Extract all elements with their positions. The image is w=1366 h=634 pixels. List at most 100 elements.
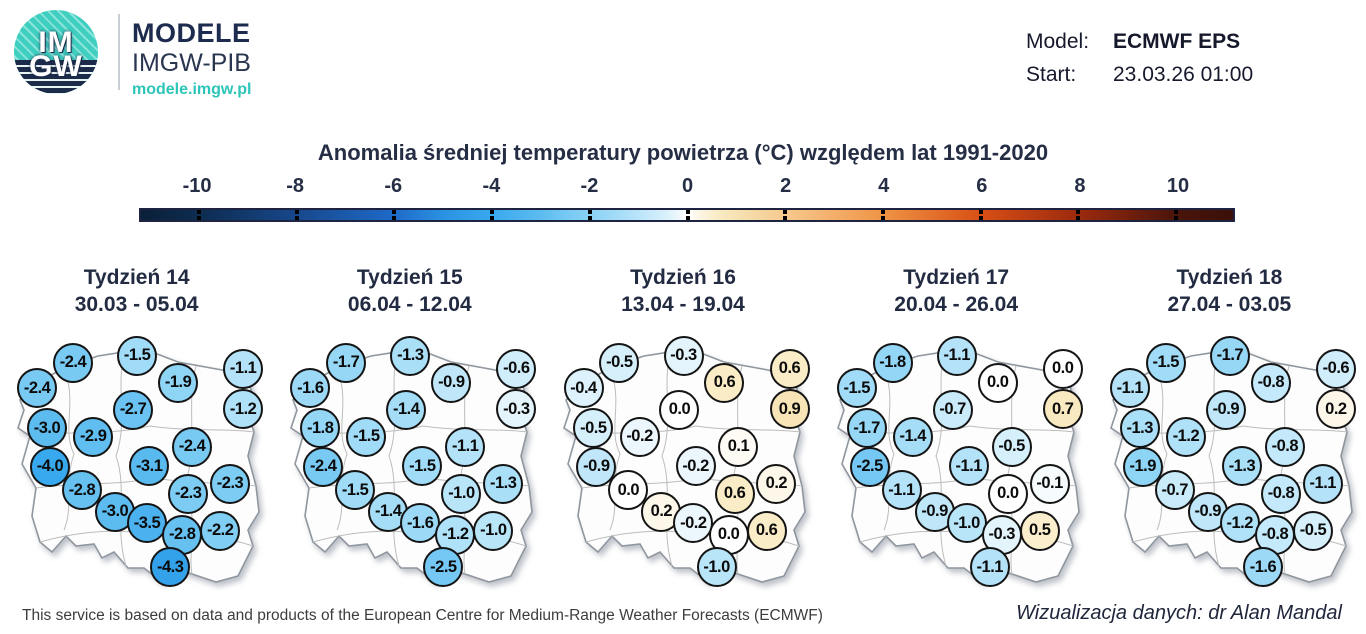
anomaly-value-circle: 0.0 — [987, 473, 1028, 514]
colorbar-tick-mark — [392, 210, 397, 214]
anomaly-value-circle: -1.7 — [326, 342, 367, 383]
week-label: Tydzień 15 — [356, 266, 463, 289]
colorbar-tick-label: 8 — [1074, 175, 1086, 197]
anomaly-value-circle: -1.2 — [1219, 503, 1260, 544]
anomaly-value-circle: -1.0 — [473, 510, 514, 551]
anomaly-value-circle: 0.6 — [769, 348, 810, 389]
logo-divider — [118, 14, 120, 90]
anomaly-value-circle: -3.0 — [26, 408, 67, 448]
anomaly-value-circle: -4.3 — [150, 547, 191, 588]
anomaly-value-circle: 0.6 — [714, 473, 755, 514]
week-date-range: 27.04 - 03.05 — [1167, 293, 1292, 316]
anomaly-value-circle: -1.7 — [846, 408, 887, 448]
brand-subtitle: IMGW-PIB — [132, 49, 251, 77]
anomaly-value-circle: -0.5 — [991, 426, 1032, 467]
anomaly-value-circle: -1.5 — [836, 368, 877, 409]
maps-row: -2.4 -1.5 -1.1 -2.4 -1.9 -1.2 -2.7 -3.0 -2.9 -2.4… — [0, 330, 1366, 600]
anomaly-value-circle: -3.1 — [129, 446, 170, 487]
imgw-logo-text-gw: GW — [29, 50, 83, 83]
anomaly-value-circle: -0.2 — [675, 446, 716, 487]
anomaly-value-circle: -0.6 — [1315, 348, 1356, 389]
week-label: Tydzień 16 — [630, 266, 736, 289]
anomaly-value-circle: -1.5 — [1145, 342, 1186, 383]
anomaly-value-circle: -0.8 — [1250, 362, 1291, 403]
week-header-18: Tydzień 18 27.04 - 03.05 — [1093, 264, 1366, 318]
anomaly-value-circle: -0.2 — [673, 503, 714, 544]
colorbar-tick-label: 0 — [681, 175, 694, 197]
imgw-logo-waves — [14, 60, 98, 94]
anomaly-value-circle: 0.0 — [977, 362, 1018, 403]
start-label: Start: — [1026, 63, 1077, 86]
anomaly-value-circle: -0.5 — [599, 342, 640, 383]
colorbar-tick-label: 10 — [1166, 175, 1190, 197]
start-value: 23.03.26 01:00 — [1113, 63, 1254, 86]
colorbar-tick-label: -2 — [580, 175, 599, 197]
anomaly-value-circle: -0.9 — [431, 362, 472, 403]
colorbar-tick-labels: -10 -8 -6 -4 -2 0 2 4 6 8 10 — [139, 175, 1235, 201]
anomaly-value-circle: -1.7 — [1209, 335, 1250, 376]
colorbar-tick-label: -6 — [384, 175, 403, 197]
colorbar-tick-label: -10 — [182, 175, 212, 197]
footer-credit: Wizualizacja danych: dr Alan Mandal — [1016, 602, 1342, 624]
colorbar-tick-mark — [196, 210, 201, 214]
anomaly-value-circle: 0.0 — [608, 470, 649, 511]
anomaly-value-circle: -0.3 — [663, 335, 704, 376]
anomaly-value-circle: -2.8 — [61, 470, 102, 511]
anomaly-value-circle: -0.9 — [1205, 389, 1246, 430]
map-panel-week-16: -0.5 -0.3 0.6 -0.4 0.6 0.9 0.0 -0.5 -0.2 0.1 -0.9-… — [546, 330, 819, 600]
anomaly-value-circle: -1.3 — [390, 335, 431, 376]
anomaly-value-circle: -1.8 — [872, 342, 913, 383]
anomaly-value-circle: 0.5 — [1019, 510, 1060, 551]
brand-block: MODELE IMGW-PIB modele.imgw.pl — [132, 18, 251, 99]
colorbar-tick-mark — [1174, 216, 1179, 220]
model-label: Model: — [1026, 30, 1090, 53]
map-panel-week-14: -2.4 -1.5 -1.1 -2.4 -1.9 -1.2 -2.7 -3.0 -2.9 -2.4… — [0, 330, 273, 600]
colorbar-tick-label: -8 — [286, 175, 305, 197]
anomaly-value-circle: -1.1 — [969, 547, 1010, 588]
anomaly-value-circle: -1.2 — [223, 389, 264, 430]
week-header-15: Tydzień 15 06.04 - 12.04 — [273, 264, 546, 318]
anomaly-value-circle: -1.9 — [1122, 446, 1163, 487]
anomaly-value-circle: -2.4 — [172, 426, 213, 467]
colorbar-tick-mark — [490, 216, 495, 220]
anomaly-value-circle: -0.4 — [563, 368, 604, 409]
anomaly-value-circle: -1.3 — [483, 463, 524, 504]
anomaly-value-circle: -1.0 — [441, 473, 482, 514]
anomaly-value-circle: -1.1 — [948, 446, 989, 487]
week-date-range: 13.04 - 19.04 — [621, 293, 745, 316]
anomaly-value-circle: -1.8 — [300, 408, 341, 448]
anomaly-value-circle: 0.9 — [769, 389, 810, 430]
model-value: ECMWF EPS — [1113, 30, 1241, 53]
colorbar-tick-mark — [490, 210, 495, 214]
colorbar-tick-mark — [1076, 216, 1081, 220]
anomaly-value-circle: 0.6 — [746, 510, 787, 551]
colorbar-tick-label: 2 — [780, 175, 792, 197]
anomaly-value-circle: -2.3 — [168, 473, 209, 514]
anomaly-value-circle: -1.1 — [1302, 463, 1343, 504]
anomaly-value-circle: -2.4 — [303, 446, 344, 487]
colorbar-tick-mark — [685, 216, 690, 220]
anomaly-value-circle: -2.9 — [73, 416, 114, 457]
week-date-range: 06.04 - 12.04 — [347, 293, 472, 316]
anomaly-value-circle: -1.5 — [402, 446, 443, 487]
colorbar-tick-mark — [294, 210, 299, 214]
anomaly-value-circle: -2.3 — [210, 463, 251, 504]
colorbar-tick-mark — [783, 216, 788, 220]
colorbar-tick-mark — [1174, 210, 1179, 214]
anomaly-value-circle: -0.5 — [573, 408, 614, 448]
anomaly-value-circle: -2.4 — [17, 368, 58, 409]
anomaly-value-circle: -1.1 — [1109, 368, 1150, 409]
anomaly-value-circle: -3.5 — [126, 503, 167, 544]
week-label: Tydzień 14 — [83, 266, 190, 289]
anomaly-value-circle: -2.5 — [423, 547, 464, 588]
week-label: Tydzień 17 — [903, 266, 1010, 289]
map-panel-week-15: -1.7 -1.3 -0.6 -1.6 -0.9 -0.3 -1.4 -1.8 -1.5 -1.1… — [273, 330, 546, 600]
anomaly-value-circle: -1.4 — [386, 389, 427, 430]
map-panel-week-17: -1.8 -1.1 0.0 -1.5 0.0 0.7 -0.7 -1.7 -1.4 -0.5 -2.… — [820, 330, 1093, 600]
colorbar-tick-mark — [392, 216, 397, 220]
anomaly-value-circle: -0.8 — [1264, 426, 1305, 467]
anomaly-value-circle: -1.5 — [335, 470, 376, 511]
week-header-14: Tydzień 14 30.03 - 05.04 — [0, 264, 273, 318]
anomaly-value-circle: -1.1 — [445, 426, 486, 467]
week-date-range: 30.03 - 05.04 — [74, 293, 199, 316]
